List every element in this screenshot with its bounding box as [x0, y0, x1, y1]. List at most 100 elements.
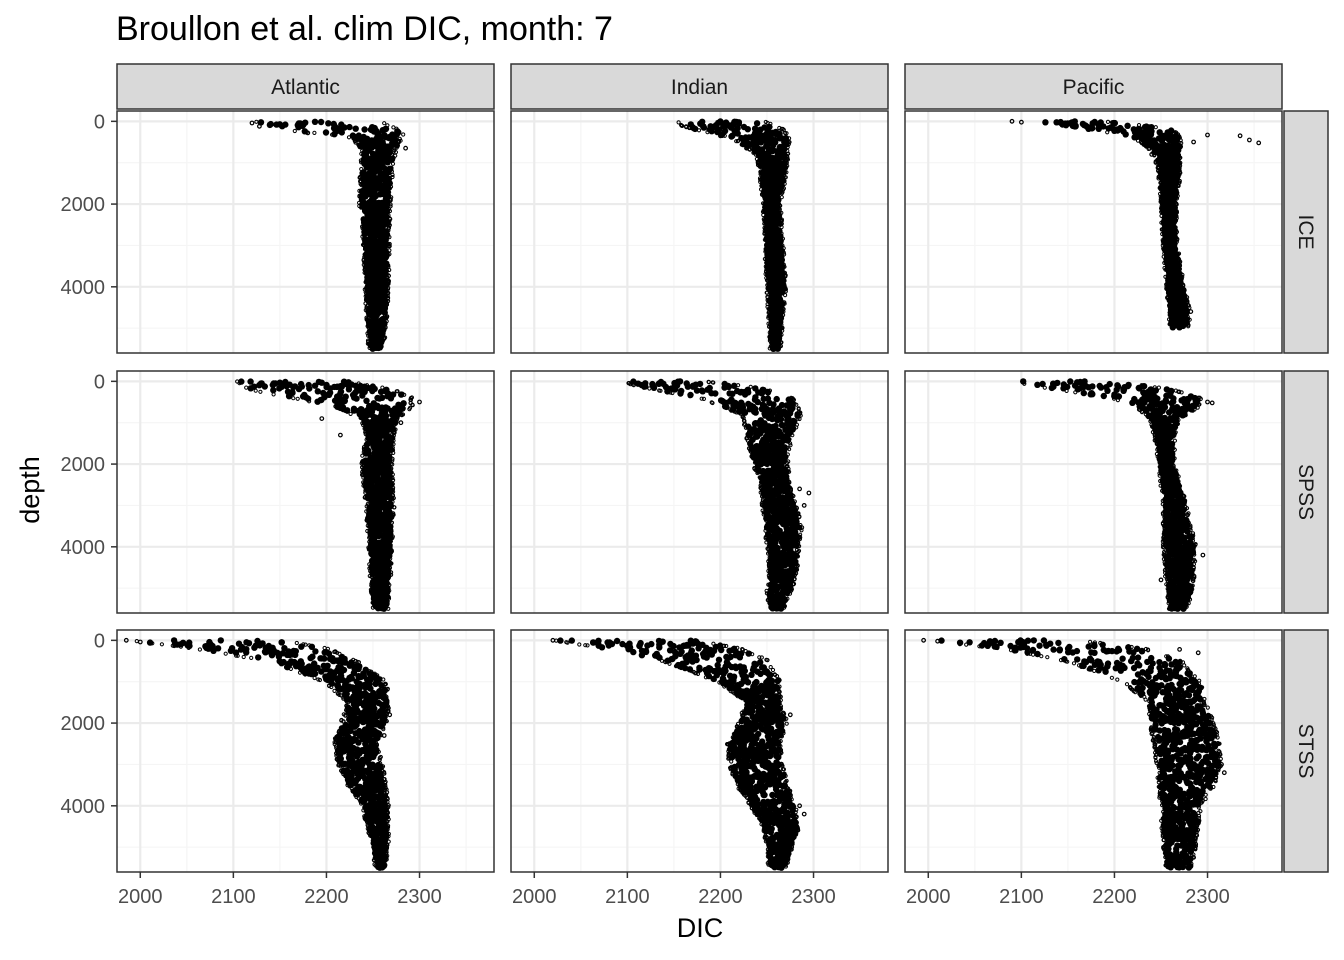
outlier-point [359, 170, 365, 176]
data-point [368, 482, 375, 489]
data-point [1136, 133, 1144, 140]
data-point [338, 406, 343, 411]
data-point [687, 125, 692, 131]
data-point [386, 295, 391, 301]
panel-border [116, 110, 495, 354]
data-point [1111, 120, 1118, 127]
data-point [1176, 159, 1181, 164]
data-point [377, 252, 385, 259]
data-point [388, 528, 393, 534]
data-point [381, 329, 386, 334]
strip-col-atlantic [116, 63, 495, 110]
data-point [1117, 124, 1124, 132]
data-point [744, 126, 751, 133]
data-point [768, 290, 776, 297]
data-point [1083, 123, 1091, 130]
data-point [368, 205, 376, 212]
strip-col-label: Indian [671, 76, 728, 99]
data-point [783, 273, 788, 279]
data-point [1158, 191, 1163, 196]
data-point [373, 469, 380, 476]
data-point [388, 156, 396, 163]
data-point [1161, 228, 1166, 233]
data-point [680, 123, 685, 129]
data-point [778, 229, 783, 234]
data-point [380, 385, 385, 390]
data-point [763, 227, 768, 232]
data-point [391, 436, 396, 441]
data-point [768, 224, 775, 231]
data-point [391, 433, 396, 438]
data-point [762, 195, 770, 202]
data-point [1170, 172, 1177, 179]
data-point [330, 120, 337, 128]
data-point [391, 478, 396, 483]
data-point [697, 120, 704, 127]
data-point [763, 246, 768, 252]
data-point [1147, 127, 1154, 135]
data-point [739, 135, 746, 143]
data-point [376, 395, 383, 402]
data-point [360, 234, 365, 239]
data-point [1153, 160, 1158, 165]
data-point [371, 251, 378, 259]
panel-pacific-ice [904, 110, 1283, 354]
data-point [1105, 130, 1110, 135]
data-point [772, 229, 779, 237]
data-point [747, 141, 755, 148]
data-point [1177, 165, 1182, 171]
data-point [395, 417, 400, 422]
y-tick-label: 2000 [61, 454, 106, 476]
data-point [763, 217, 768, 223]
data-point [1165, 151, 1173, 158]
data-point [1064, 120, 1072, 127]
data-point [1173, 234, 1178, 239]
data-point [387, 241, 392, 247]
data-point [238, 378, 245, 385]
data-point [776, 287, 784, 294]
data-point [306, 385, 313, 392]
data-point [384, 302, 390, 307]
data-point [356, 381, 361, 386]
data-point [388, 197, 393, 202]
data-point [1163, 274, 1168, 279]
outlier-point [387, 494, 393, 500]
data-point [1174, 202, 1179, 207]
data-point [364, 496, 369, 501]
data-point [317, 118, 325, 126]
data-point [388, 548, 393, 553]
data-point [767, 338, 773, 343]
data-point [352, 125, 359, 132]
data-point [1162, 247, 1167, 252]
data-point [371, 190, 378, 197]
data-point [362, 265, 367, 270]
data-point [774, 303, 781, 310]
data-point [765, 290, 770, 295]
data-point [372, 261, 379, 268]
data-point [390, 534, 395, 539]
data-point [371, 385, 378, 393]
data-point [366, 257, 373, 264]
data-point [325, 391, 332, 398]
data-point [389, 524, 394, 529]
data-point [765, 272, 770, 277]
data-point [364, 297, 369, 302]
data-point [779, 322, 784, 327]
data-point [1174, 130, 1179, 135]
data-point [765, 146, 773, 153]
data-point [363, 245, 368, 250]
data-point [777, 344, 782, 349]
panel-background [117, 111, 494, 353]
data-point [693, 387, 701, 394]
data-point [392, 505, 397, 510]
data-point [322, 129, 330, 136]
data-point [378, 299, 385, 306]
data-point [359, 392, 366, 399]
data-point [391, 442, 396, 447]
data-point [379, 341, 384, 347]
data-point [706, 126, 713, 133]
data-point [387, 216, 392, 221]
outlier-point [744, 145, 749, 151]
data-point [779, 191, 784, 196]
